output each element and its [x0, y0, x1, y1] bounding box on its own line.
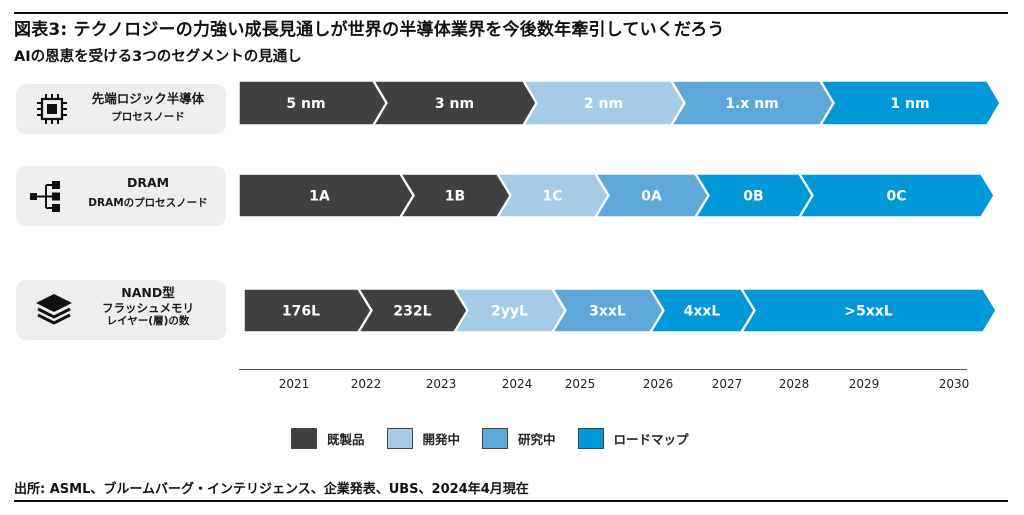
year-label: 2026: [642, 377, 674, 391]
legend: 既製品 開発中 研究中 ロードマップ: [291, 428, 711, 449]
row-label-dram: DRAM DRAMのプロセスノード: [16, 166, 226, 226]
chevron-label: >5xxL: [844, 304, 893, 320]
hierarchy-icon: [30, 180, 74, 218]
chevron-segment: [670, 80, 834, 126]
legend-swatch: [577, 428, 604, 449]
legend-item-development: 開発中: [386, 428, 461, 449]
year-label: 2030: [938, 377, 970, 391]
chevron-label: 0A: [641, 189, 662, 205]
chevron-segment: [453, 288, 566, 333]
legend-swatch: [291, 428, 317, 449]
chevron-segment: [594, 173, 709, 218]
row-label-line1: DRAM: [126, 175, 170, 190]
chevron-label: 1 nm: [890, 96, 929, 112]
chevron-segment: [399, 173, 511, 218]
chevron-label: 176L: [282, 304, 320, 320]
chevron-segment: [740, 288, 997, 333]
chevron-label: 2yyL: [491, 304, 528, 320]
chevron-segment: [551, 288, 664, 333]
chevron-label: 0B: [743, 189, 763, 205]
legend-swatch: [482, 428, 509, 449]
chevron-segment: [357, 288, 468, 333]
timeline-axis: [239, 369, 967, 370]
year-label: 2029: [848, 377, 880, 391]
chevron-label: 1A: [309, 189, 330, 205]
row-label-logic: 先端ロジック半導体 プロセスノード: [16, 84, 226, 134]
row-label-line1: 先端ロジック半導体: [91, 91, 205, 106]
legend-label: 既製品: [327, 432, 365, 447]
year-label: 2025: [564, 377, 596, 391]
chevron-label: 3 nm: [435, 96, 474, 112]
chevron-segment: [372, 80, 537, 126]
legend-swatch: [386, 428, 413, 449]
chevron-label: 5 nm: [286, 96, 325, 112]
year-label: 2023: [425, 377, 457, 391]
chip-icon: [36, 93, 68, 129]
layers-icon: [34, 292, 74, 330]
year-label: 2022: [350, 377, 382, 391]
figure-title: 図表3: テクノロジーの力強い成長見通しが世界の半導体業界を今後数年牽引していく…: [14, 20, 725, 40]
row-label-line1: NAND型: [121, 285, 175, 300]
bottom-rule: [14, 500, 1008, 502]
source-note: 出所: ASML、ブルームバーグ・インテリジェンス、企業発表、UBS、2024年…: [14, 482, 529, 497]
chevron-segment: [819, 80, 1001, 126]
chevron-segment: [243, 288, 372, 333]
chevron-segment: [238, 80, 387, 126]
chevron-label: 4xxL: [684, 304, 721, 320]
row-label-nand: NAND型 フラッシュメモリ レイヤー(層)の数: [16, 280, 226, 340]
chevron-segment: [522, 80, 685, 126]
year-label: 2024: [501, 377, 533, 391]
chevron-label: 3xxL: [589, 304, 626, 320]
row-label-line2: フラッシュメモリ: [102, 300, 194, 315]
year-label: 2021: [278, 377, 310, 391]
legend-label: 研究中: [518, 432, 556, 447]
chevron-label: 232L: [393, 304, 431, 320]
chevron-segment: [238, 173, 414, 218]
legend-label: ロードマップ: [613, 432, 689, 447]
chevron-label: 2 nm: [584, 96, 623, 112]
legend-label: 開発中: [422, 432, 461, 447]
chevron-segment: [496, 173, 609, 218]
row-label-line2: プロセスノード: [111, 110, 185, 123]
chevron-segment: [798, 173, 995, 218]
chevron-segment: [694, 173, 813, 218]
year-label: 2027: [711, 377, 743, 391]
row-label-line3: レイヤー(層)の数: [106, 315, 190, 327]
top-rule: [14, 12, 1008, 14]
legend-item-existing: 既製品: [291, 428, 365, 449]
chevron-label: 1B: [445, 189, 465, 205]
chevron-label: 1C: [542, 189, 562, 205]
chevron-segment: [649, 288, 755, 333]
figure-subtitle: AIの恩恵を受ける3つのセグメントの見通し: [14, 49, 302, 65]
legend-item-research: 研究中: [482, 428, 556, 449]
legend-item-roadmap: ロードマップ: [577, 428, 689, 449]
row-label-line2: DRAMのプロセスノード: [88, 196, 208, 209]
chevron-label: 1.x nm: [725, 96, 779, 112]
chevron-label: 0C: [886, 189, 906, 205]
year-label: 2028: [778, 377, 810, 391]
